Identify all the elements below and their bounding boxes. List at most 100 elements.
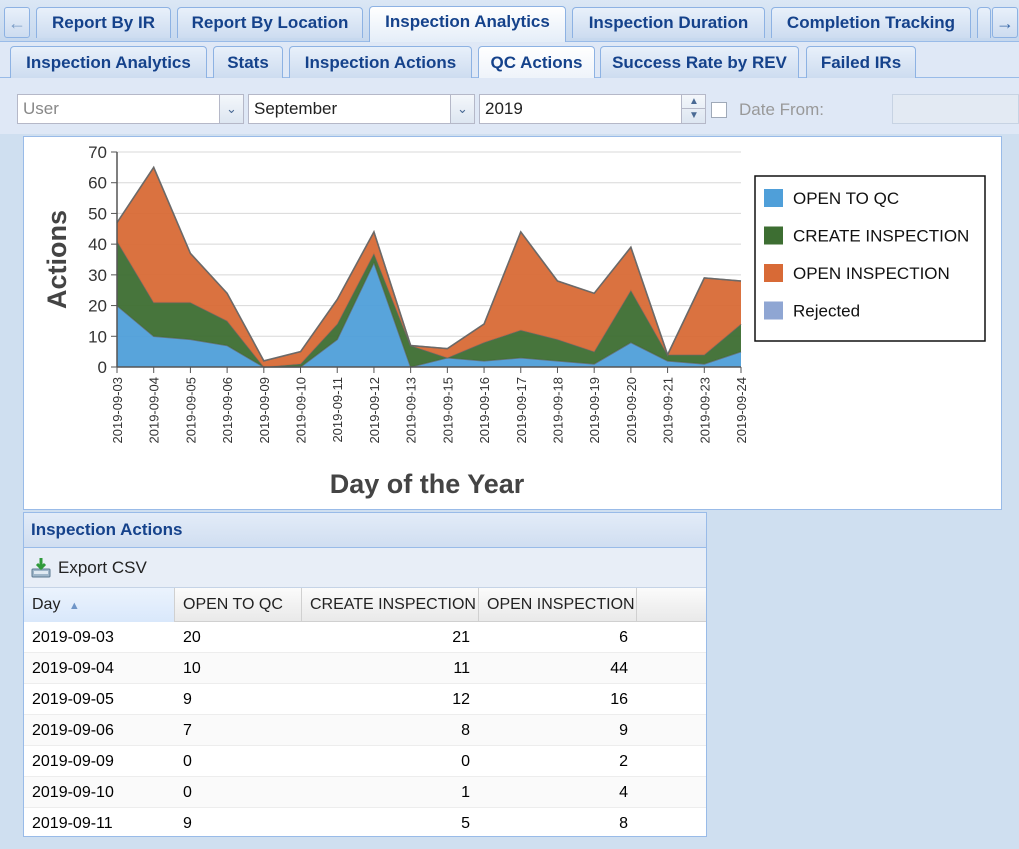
grid-body: 2019-09-03 20 21 6 2019-09-04 10 11 44 2019-09-0…: [24, 622, 706, 836]
tab-scroll-right-icon[interactable]: →: [992, 7, 1018, 38]
cell-open-inspection: 2: [619, 753, 628, 770]
table-row[interactable]: 2019-09-10 0 1 4: [24, 777, 706, 808]
x-tick-label: 2019-09-13: [404, 377, 419, 444]
cell-day: 2019-09-11: [32, 815, 113, 832]
export-csv-icon: [31, 558, 51, 578]
legend-label: CREATE INSPECTION: [793, 227, 969, 246]
table-row[interactable]: 2019-09-04 10 11 44: [24, 653, 706, 684]
x-tick-label: 2019-09-11: [330, 377, 345, 443]
tab-inspection-duration[interactable]: Inspection Duration: [572, 7, 765, 38]
cell-open-to-qc: 20: [183, 629, 201, 646]
subtab-inspection-actions[interactable]: Inspection Actions: [289, 46, 472, 78]
x-tick-label: 2019-09-17: [514, 377, 529, 444]
y-tick-label: 70: [88, 143, 107, 162]
x-tick-label: 2019-09-05: [183, 377, 198, 444]
cell-open-inspection: 8: [619, 815, 628, 832]
cell-day: 2019-09-03: [32, 629, 114, 646]
column-header-create-inspection[interactable]: CREATE INSPECTION: [302, 588, 479, 622]
year-spinner-value: 2019: [485, 99, 523, 118]
export-csv-label: Export CSV: [58, 558, 147, 577]
spin-up-icon[interactable]: ▲: [682, 95, 706, 109]
year-spinner[interactable]: 2019 ▲ ▼: [479, 94, 706, 124]
subtab-stats[interactable]: Stats: [213, 46, 283, 78]
tab-report-by-ir[interactable]: Report By IR: [36, 7, 171, 38]
subtab-qc-actions[interactable]: QC Actions: [478, 46, 595, 79]
spin-down-icon[interactable]: ▼: [689, 110, 699, 121]
inspection-actions-grid: Inspection Actions Export CSV Day ▲ OPEN…: [23, 512, 707, 837]
cell-create-inspection: 8: [461, 722, 470, 739]
cell-create-inspection: 21: [452, 629, 470, 646]
filter-toolbar: User ⌄ September ⌄ 2019 ▲ ▼ Date From:: [0, 78, 1019, 134]
legend-label: Rejected: [793, 302, 860, 321]
column-header-day[interactable]: Day ▲: [24, 588, 175, 622]
line-rejected: [116, 165, 742, 362]
chart-legend: [754, 175, 986, 342]
cell-day: 2019-09-09: [32, 753, 114, 770]
chevron-down-icon[interactable]: ⌄: [450, 95, 474, 123]
x-tick-label: 2019-09-10: [294, 377, 309, 444]
sort-asc-icon: ▲: [68, 600, 80, 612]
x-tick-label: 2019-09-21: [661, 377, 676, 444]
date-from-field[interactable]: [892, 94, 1019, 124]
qc-actions-chart: 0 10 20 30 40 50 60 70 2019-09-03 2019-09-04 2019-…: [23, 136, 1002, 510]
cell-open-inspection: 16: [610, 691, 628, 708]
table-row[interactable]: 2019-09-05 9 12 16: [24, 684, 706, 715]
cell-create-inspection: 0: [461, 753, 470, 770]
user-combo-value: User: [23, 99, 59, 118]
cell-create-inspection: 12: [452, 691, 470, 708]
cell-open-inspection: 9: [619, 722, 628, 739]
y-tick-label: 0: [98, 358, 107, 377]
tab-inspection-analytics[interactable]: Inspection Analytics: [369, 6, 566, 43]
tab-completion-tracking[interactable]: Completion Tracking: [771, 7, 971, 38]
subtab-failed-irs[interactable]: Failed IRs: [806, 46, 916, 78]
x-tick-label: 2019-09-24: [734, 377, 749, 444]
column-header-open-to-qc[interactable]: OPEN TO QC: [175, 588, 302, 622]
legend-swatch: [764, 226, 783, 245]
legend-label: OPEN TO QC: [793, 189, 899, 208]
y-tick-label: 60: [88, 174, 107, 193]
cell-open-to-qc: 9: [183, 691, 192, 708]
subtab-inspection-analytics[interactable]: Inspection Analytics: [10, 46, 207, 78]
cell-open-to-qc: 9: [183, 815, 192, 832]
line-create-inspection: [116, 240, 742, 368]
x-tick-label: 2019-09-09: [257, 377, 272, 444]
legend-swatch: [764, 189, 783, 207]
x-tick-label: 2019-09-20: [624, 377, 639, 444]
chart-svg: 0 10 20 30 40 50 60 70 2019-09-03 2019-09-04 2019-…: [42, 143, 986, 499]
cell-open-inspection: 44: [610, 660, 628, 677]
cell-open-inspection: 4: [619, 784, 628, 801]
column-header-open-inspection[interactable]: OPEN INSPECTION: [479, 588, 637, 622]
table-row[interactable]: 2019-09-03 20 21 6: [24, 622, 706, 653]
cell-day: 2019-09-04: [32, 660, 114, 677]
legend-swatch: [764, 301, 783, 320]
month-combo[interactable]: September ⌄: [248, 94, 475, 124]
x-tick-label: 2019-09-19: [587, 377, 602, 444]
grid-column-headers: Day ▲ OPEN TO QC CREATE INSPECTION OPEN …: [24, 588, 706, 622]
grid-toolbar: Export CSV: [24, 548, 706, 588]
cell-open-to-qc: 7: [183, 722, 192, 739]
chevron-down-icon[interactable]: ⌄: [219, 95, 243, 123]
x-tick-label: 2019-09-03: [110, 377, 125, 444]
y-tick-label: 30: [88, 266, 107, 285]
tab-report-by-location[interactable]: Report By Location: [177, 7, 363, 38]
tab-scroll-left-icon[interactable]: ←: [4, 7, 30, 38]
area-open-inspection: [117, 167, 741, 367]
x-tick-label: 2019-09-15: [440, 377, 455, 444]
export-csv-button[interactable]: Export CSV: [28, 554, 153, 582]
user-combo[interactable]: User ⌄: [17, 94, 244, 124]
table-row[interactable]: 2019-09-11 9 5 8: [24, 808, 706, 836]
top-tab-strip: ← Report By IR Report By Location Inspec…: [0, 0, 1019, 43]
cell-open-to-qc: 10: [183, 660, 201, 677]
y-tick-label: 20: [88, 297, 107, 316]
legend-label: OPEN INSPECTION: [793, 264, 950, 283]
column-header-rejected[interactable]: R: [637, 588, 706, 622]
tab-overflow[interactable]: [977, 7, 991, 38]
cell-day: 2019-09-10: [32, 784, 114, 801]
area-open-to-qc: [117, 262, 741, 367]
subtab-success-rate-by-rev[interactable]: Success Rate by REV: [600, 46, 799, 78]
y-tick-label: 50: [88, 204, 107, 223]
date-from-checkbox[interactable]: [711, 102, 727, 118]
table-row[interactable]: 2019-09-09 0 0 2: [24, 746, 706, 777]
column-header-day-label: Day: [32, 596, 61, 613]
table-row[interactable]: 2019-09-06 7 8 9: [24, 715, 706, 746]
